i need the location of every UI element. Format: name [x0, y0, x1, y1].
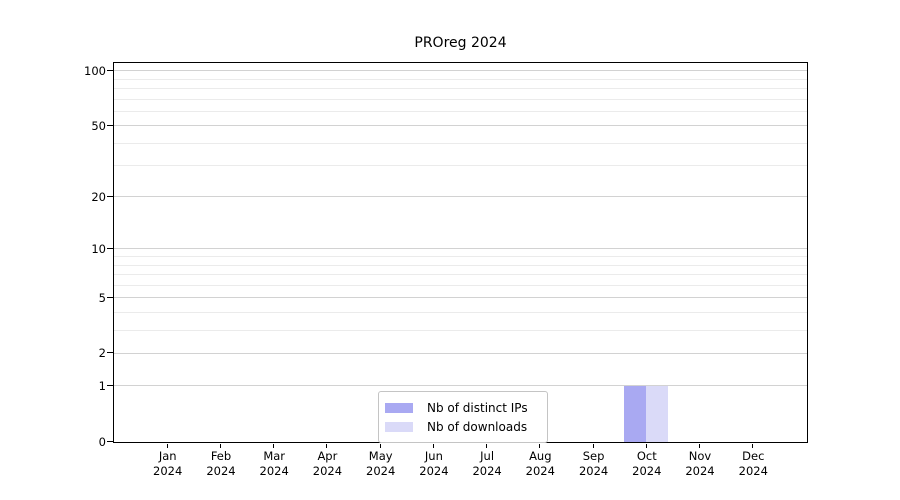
y-minor-gridline: [114, 311, 807, 313]
year-label: 2024: [525, 464, 555, 478]
y-minor-gridline: [114, 98, 807, 100]
year-label: 2024: [153, 464, 183, 478]
month-label: Jun: [424, 449, 443, 463]
y-major-gridline: [114, 248, 807, 250]
bar-nb-of-distinct-ips: [624, 386, 647, 442]
y-axis-tick-label: 10: [91, 241, 106, 256]
y-axis-tick: [107, 384, 113, 386]
y-minor-gridline: [114, 256, 807, 257]
y-major-gridline: [114, 70, 807, 72]
bar-nb-of-downloads: [646, 386, 669, 442]
x-axis-tick: [326, 443, 328, 448]
month-label: Sep: [582, 449, 605, 463]
x-axis-tick-label: Oct 2024: [617, 449, 677, 479]
legend-row: Nb of downloads: [385, 418, 539, 435]
y-major-gridline: [114, 297, 807, 298]
x-axis-tick-label: Jul 2024: [457, 449, 517, 479]
y-axis-tick: [107, 69, 113, 71]
y-axis-tick-label: 2: [98, 346, 106, 361]
legend-row: Nb of distinct IPs: [385, 399, 539, 416]
y-minor-gridline: [114, 78, 807, 80]
year-label: 2024: [685, 464, 715, 478]
month-label: Jul: [480, 449, 495, 463]
x-axis-tick-label: Dec 2024: [723, 449, 783, 479]
x-axis-tick-label: Feb 2024: [191, 449, 251, 479]
x-axis-tick-label: Nov 2024: [670, 449, 730, 479]
year-label: 2024: [419, 464, 449, 478]
y-major-gridline: [114, 196, 807, 198]
y-minor-gridline: [114, 329, 807, 331]
year-label: 2024: [578, 464, 609, 478]
month-label: Dec: [742, 449, 765, 463]
x-axis-tick-label: Jun 2024: [404, 449, 464, 479]
plot-area: [107, 62, 808, 448]
x-axis-tick-label: Apr 2024: [297, 449, 357, 479]
y-minor-gridline: [114, 273, 807, 275]
chart-title: PROreg 2024: [414, 35, 507, 51]
year-label: 2024: [259, 464, 289, 478]
y-minor-gridline: [114, 142, 807, 144]
x-axis-tick-label: May 2024: [351, 449, 411, 479]
month-label: Oct: [636, 449, 657, 463]
x-axis-tick: [645, 443, 647, 448]
x-axis-tick: [486, 443, 488, 448]
x-axis-tick: [166, 443, 168, 448]
month-label: Feb: [210, 449, 232, 463]
x-axis-tick: [592, 443, 594, 448]
x-axis-tick-label: Mar 2024: [244, 449, 304, 479]
y-minor-gridline: [114, 165, 807, 167]
x-axis-tick-label: Aug 2024: [510, 449, 570, 479]
x-axis-tick: [752, 443, 754, 448]
x-axis-tick-label: Sep 2024: [564, 449, 624, 479]
month-label: Aug: [529, 449, 552, 463]
y-axis-tick-label: 50: [91, 118, 106, 133]
y-minor-gridline: [114, 284, 807, 286]
y-axis-tick-label: 5: [98, 290, 106, 305]
y-minor-gridline: [114, 264, 807, 266]
legend: Nb of distinct IPs Nb of downloads: [378, 391, 548, 443]
y-axis-tick-label: 100: [84, 63, 106, 78]
y-axis-tick: [107, 195, 113, 198]
x-axis-tick: [219, 443, 222, 448]
y-axis-tick: [107, 296, 113, 298]
x-axis-tick: [539, 443, 541, 448]
y-axis-tick: [107, 124, 113, 126]
x-axis-tick-label: Jan 2024: [138, 449, 198, 479]
year-label: 2024: [472, 464, 502, 478]
month-label: Mar: [263, 449, 286, 463]
y-axis-tick-label: 0: [98, 434, 106, 449]
y-axis-tick-label: 20: [91, 189, 106, 204]
year-label: 2024: [738, 464, 768, 478]
month-label: Nov: [688, 449, 712, 463]
month-label: Apr: [317, 449, 338, 463]
x-axis-tick: [698, 443, 701, 448]
legend-swatch-downloads: [385, 421, 413, 432]
y-major-gridline: [114, 385, 807, 387]
legend-label-distinct-ips: Nb of distinct IPs: [427, 400, 528, 415]
legend-label-downloads: Nb of downloads: [427, 419, 528, 434]
y-minor-gridline: [114, 87, 807, 89]
x-axis-tick: [432, 443, 434, 448]
year-label: 2024: [206, 464, 236, 478]
legend-swatch-distinct-ips: [385, 402, 413, 413]
y-axis-tick: [107, 247, 113, 249]
y-major-gridline: [114, 352, 807, 354]
year-label: 2024: [312, 464, 343, 478]
year-label: 2024: [366, 464, 396, 478]
x-axis-tick: [379, 443, 381, 448]
y-minor-gridline: [114, 110, 807, 112]
year-label: 2024: [632, 464, 662, 478]
y-major-gridline: [114, 125, 807, 127]
month-label: May: [368, 449, 393, 463]
y-axis-tick-label: 1: [98, 378, 106, 393]
month-label: Jan: [158, 449, 177, 463]
y-axis-tick: [107, 352, 113, 354]
x-axis-tick: [273, 443, 275, 448]
y-axis-tick: [107, 440, 113, 442]
